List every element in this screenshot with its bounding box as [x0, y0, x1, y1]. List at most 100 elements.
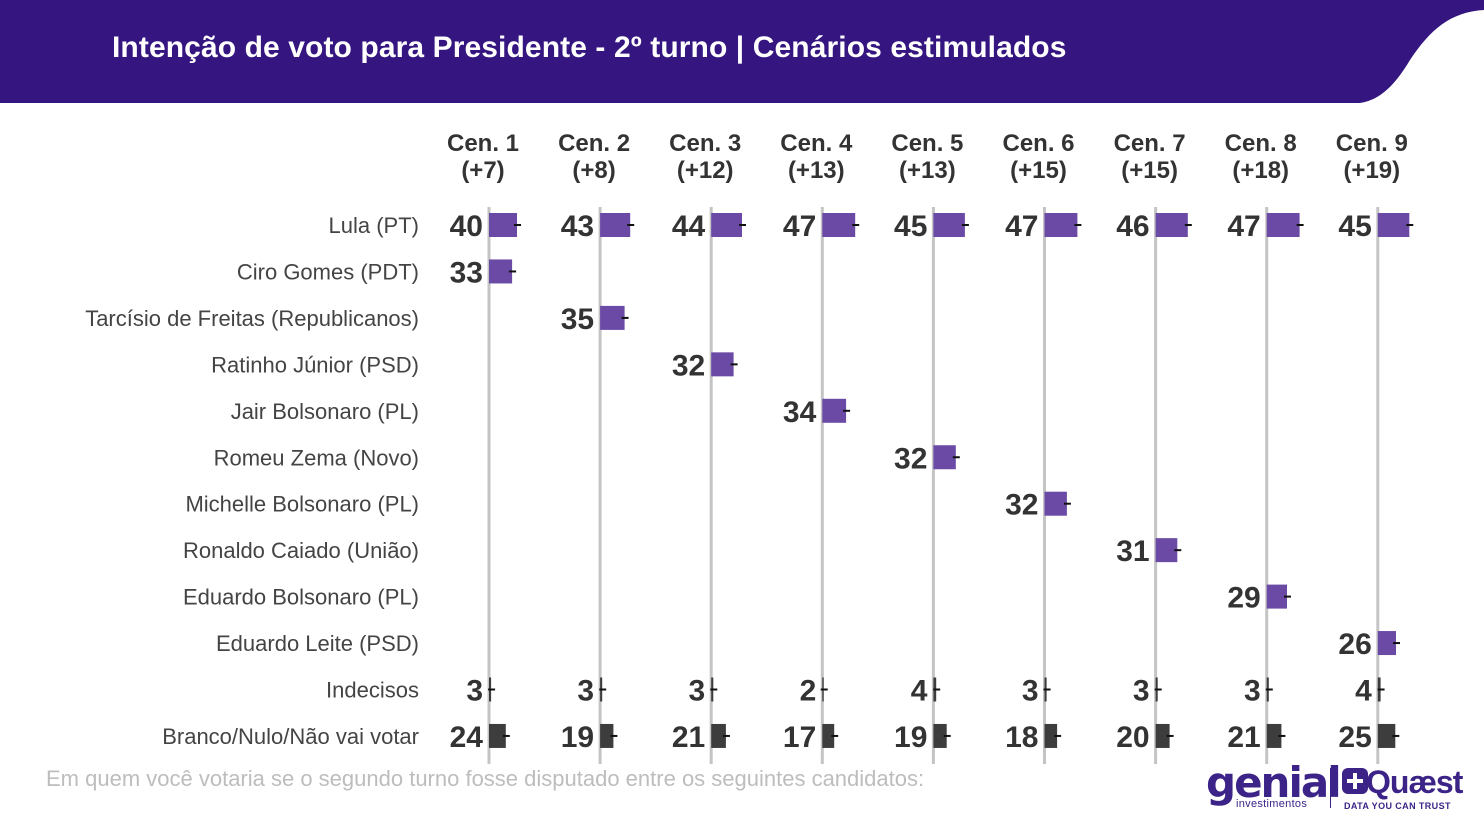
bar	[711, 723, 726, 748]
value-label: 32	[894, 442, 927, 475]
bar	[1155, 538, 1178, 563]
bar	[1044, 723, 1058, 748]
row-label: Romeu Zema (Novo)	[214, 445, 419, 470]
value-label: 19	[561, 721, 594, 754]
value-label: 43	[561, 210, 594, 243]
question-footnote: Em quem você votaria se o segundo turno …	[46, 766, 925, 791]
value-label: 17	[783, 721, 816, 754]
bar	[600, 723, 614, 748]
scenario-difference: (+13)	[899, 157, 956, 184]
bar	[711, 352, 734, 377]
value-label: 29	[1227, 582, 1260, 615]
row-label: Michelle Bolsonaro (PL)	[185, 492, 419, 517]
bar	[822, 723, 835, 748]
bar	[1266, 723, 1282, 748]
row-label: Branco/Nulo/Não vai votar	[162, 724, 419, 749]
scenario-difference: (+19)	[1343, 157, 1400, 184]
scenario-header: Cen. 7	[1114, 130, 1186, 157]
logo-divider	[1330, 768, 1331, 808]
genial-logo-sub: investimentos	[1236, 798, 1308, 810]
value-label: 3	[1022, 675, 1039, 708]
bar	[711, 213, 742, 237]
bar	[1377, 213, 1410, 237]
value-label: 20	[1116, 721, 1149, 754]
value-label: 21	[672, 721, 705, 754]
bar	[933, 723, 947, 748]
bar	[489, 259, 513, 284]
scenario-header: Cen. 3	[669, 130, 741, 157]
value-label: 18	[1005, 721, 1038, 754]
value-label: 3	[466, 675, 483, 708]
value-label: 47	[1227, 210, 1260, 243]
bar	[489, 213, 517, 237]
quaest-logo-sub: DATA YOU CAN TRUST	[1344, 801, 1451, 811]
value-label: 44	[672, 210, 706, 243]
bar	[1155, 213, 1188, 237]
bar	[1044, 491, 1067, 516]
bar	[489, 723, 506, 748]
value-label: 4	[1355, 675, 1372, 708]
value-label: 26	[1338, 628, 1371, 661]
row-label: Ronaldo Caiado (União)	[183, 538, 419, 563]
row-label: Eduardo Bolsonaro (PL)	[183, 585, 419, 610]
bar	[1266, 213, 1300, 237]
value-label: 3	[577, 675, 594, 708]
scenario-difference: (+13)	[788, 157, 845, 184]
value-label: 32	[1005, 489, 1038, 522]
scenario-header: Cen. 1	[447, 130, 519, 157]
row-label: Tarcísio de Freitas (Republicanos)	[85, 306, 419, 331]
bar	[1044, 213, 1078, 237]
genial-logo: genial investimentos	[1206, 758, 1342, 812]
value-label: 19	[894, 721, 927, 754]
bar	[600, 213, 631, 237]
bar	[600, 305, 625, 330]
row-label: Ciro Gomes (PDT)	[237, 259, 419, 284]
value-label: 3	[689, 675, 706, 708]
bar	[1266, 584, 1287, 609]
bar	[822, 213, 856, 237]
bar	[1377, 631, 1396, 656]
value-label: 24	[450, 721, 484, 754]
row-label: Lula (PT)	[329, 213, 419, 238]
quaest-plus-icon	[1342, 768, 1368, 794]
value-label: 40	[450, 210, 483, 243]
bar	[933, 445, 956, 470]
scenario-difference: (+12)	[677, 157, 734, 184]
value-label: 31	[1116, 535, 1149, 568]
row-label: Indecisos	[326, 678, 419, 703]
value-label: 45	[1338, 210, 1371, 243]
row-label: Jair Bolsonaro (PL)	[231, 399, 419, 424]
value-label: 4	[911, 675, 928, 708]
value-label: 2	[800, 675, 817, 708]
bar	[1377, 723, 1396, 748]
scenario-header: Cen. 8	[1225, 130, 1297, 157]
header-banner: Intenção de voto para Presidente - 2º tu…	[0, 0, 1484, 103]
value-label: 25	[1338, 721, 1371, 754]
genial-logo-word: genial	[1206, 758, 1342, 807]
scenario-header: Cen. 2	[558, 130, 630, 157]
value-label: 47	[1005, 210, 1038, 243]
bar	[822, 398, 847, 423]
value-label: 3	[1244, 675, 1261, 708]
quaest-logo: Quæst DATA YOU CAN TRUST	[1340, 764, 1463, 812]
value-label: 47	[783, 210, 816, 243]
scenario-difference: (+15)	[1121, 157, 1178, 184]
value-label: 34	[783, 396, 817, 429]
bar	[1155, 723, 1170, 748]
scenario-difference: (+8)	[572, 157, 615, 184]
scenario-difference: (+18)	[1232, 157, 1289, 184]
header-background	[0, 0, 1484, 103]
value-label: 35	[561, 303, 594, 336]
bar	[933, 213, 965, 237]
scenario-header: Cen. 5	[891, 130, 963, 157]
row-label: Ratinho Júnior (PSD)	[211, 352, 419, 377]
scenario-difference: (+15)	[1010, 157, 1067, 184]
scenario-header: Cen. 6	[1002, 130, 1074, 157]
scenario-header: Cen. 9	[1336, 130, 1408, 157]
scenario-header: Cen. 4	[780, 130, 853, 157]
row-label: Eduardo Leite (PSD)	[216, 631, 419, 656]
value-label: 33	[450, 256, 483, 289]
value-label: 32	[672, 349, 705, 382]
value-label: 45	[894, 210, 927, 243]
